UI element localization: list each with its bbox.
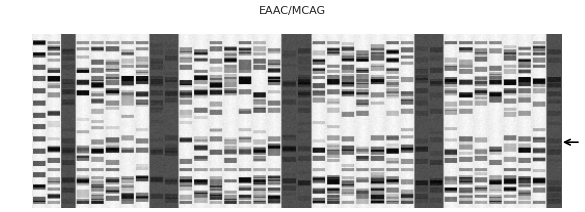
Text: EAAC/MCAG: EAAC/MCAG xyxy=(259,6,326,16)
